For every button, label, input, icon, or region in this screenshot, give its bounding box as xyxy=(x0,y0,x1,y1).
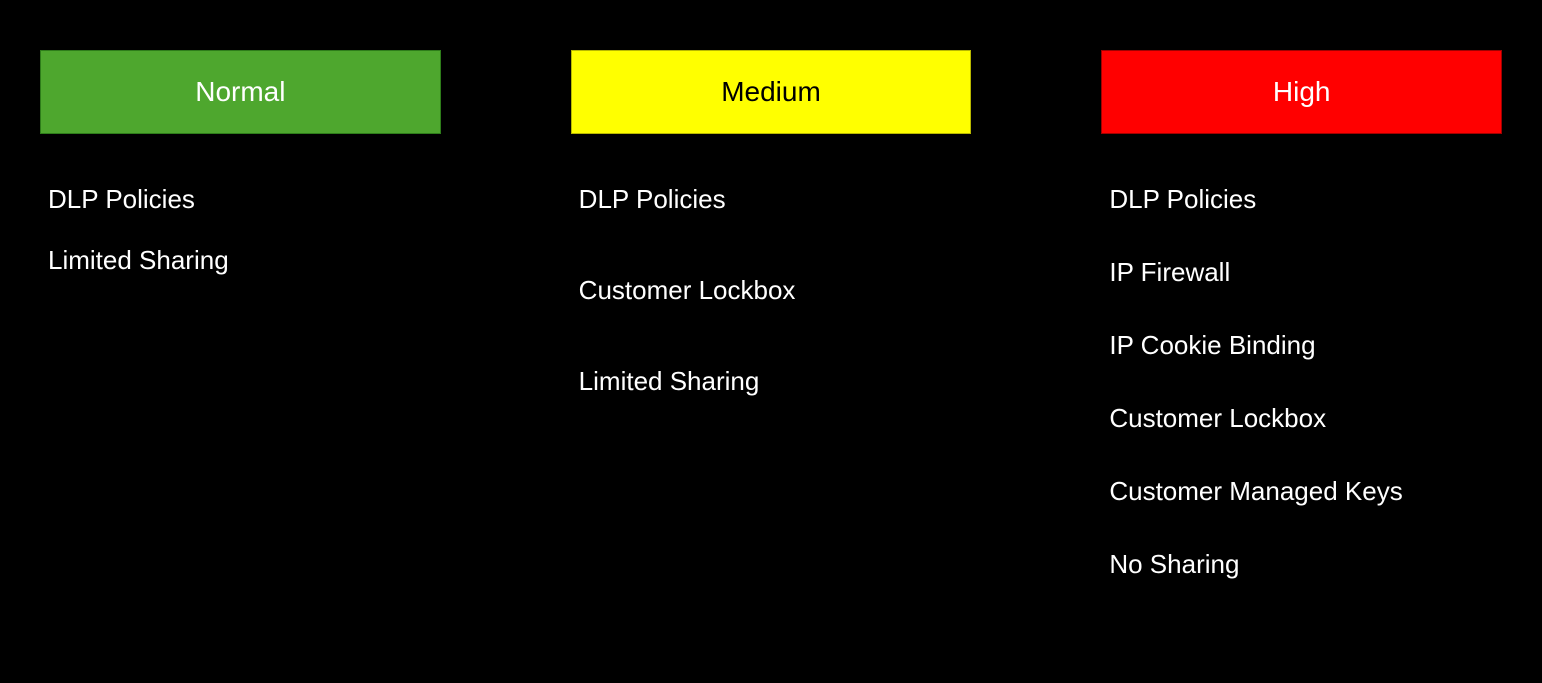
header-normal: Normal xyxy=(40,50,441,134)
list-item: Customer Lockbox xyxy=(579,275,972,306)
header-medium: Medium xyxy=(571,50,972,134)
list-item: DLP Policies xyxy=(48,184,441,215)
list-item: DLP Policies xyxy=(1109,184,1502,215)
column-normal: Normal DLP Policies Limited Sharing xyxy=(40,50,441,580)
list-item: Limited Sharing xyxy=(48,245,441,276)
list-item: IP Cookie Binding xyxy=(1109,330,1502,361)
list-item: No Sharing xyxy=(1109,549,1502,580)
header-high: High xyxy=(1101,50,1502,134)
columns-container: Normal DLP Policies Limited Sharing Medi… xyxy=(40,50,1502,580)
column-high: High DLP Policies IP Firewall IP Cookie … xyxy=(1101,50,1502,580)
items-medium: DLP Policies Customer Lockbox Limited Sh… xyxy=(571,184,972,397)
items-high: DLP Policies IP Firewall IP Cookie Bindi… xyxy=(1101,184,1502,580)
items-normal: DLP Policies Limited Sharing xyxy=(40,184,441,276)
list-item: Customer Lockbox xyxy=(1109,403,1502,434)
column-medium: Medium DLP Policies Customer Lockbox Lim… xyxy=(571,50,972,580)
list-item: Customer Managed Keys xyxy=(1109,476,1502,507)
list-item: DLP Policies xyxy=(579,184,972,215)
list-item: Limited Sharing xyxy=(579,366,972,397)
list-item: IP Firewall xyxy=(1109,257,1502,288)
